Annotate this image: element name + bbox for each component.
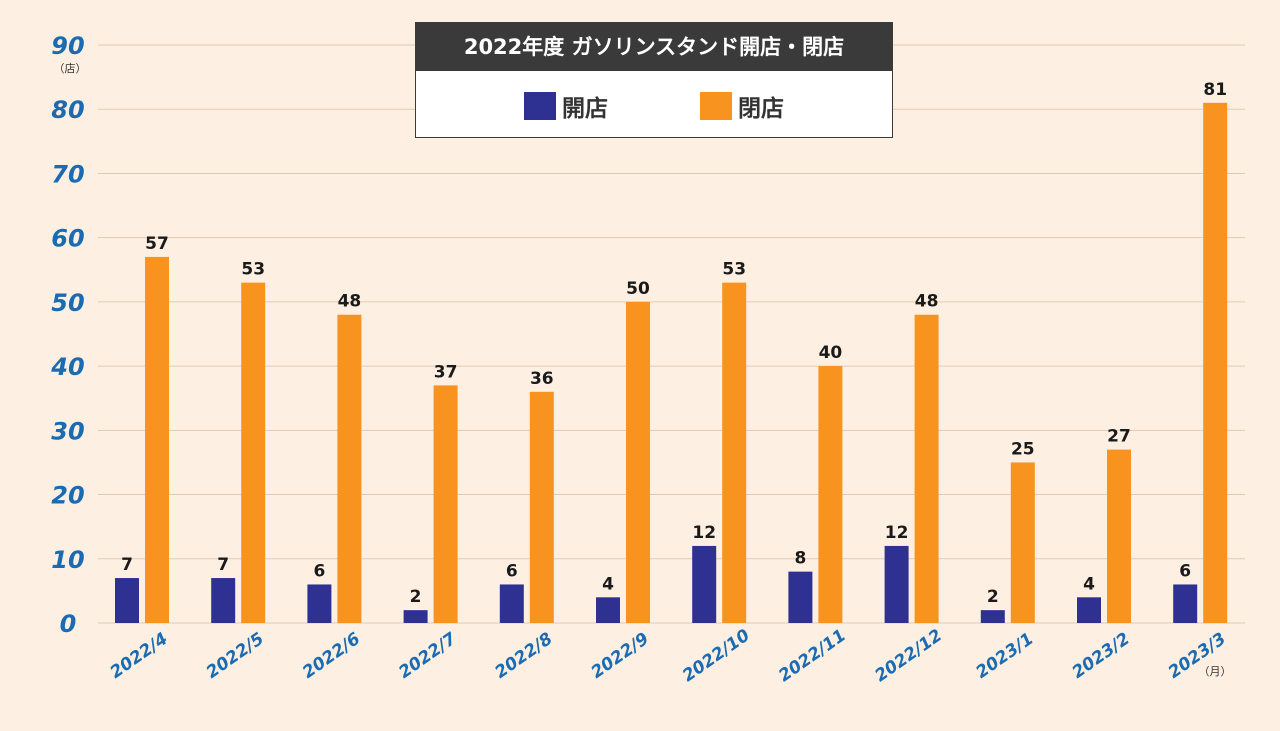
legend-item-open: 開店 (524, 89, 608, 123)
bar-close (241, 282, 266, 623)
bar-open (307, 584, 332, 623)
x-tick-label: 2022/9 (588, 629, 653, 683)
bar-open (1173, 584, 1198, 623)
bar-open (596, 597, 620, 623)
chart-title: 2022年度 ガソリンスタンド開店・閉店 (416, 23, 892, 71)
data-label: 7 (217, 555, 229, 575)
data-label: 36 (530, 369, 554, 389)
data-label: 53 (722, 260, 746, 280)
data-label: 6 (313, 561, 325, 581)
bar-open (1077, 597, 1101, 623)
bar-close (722, 282, 747, 623)
legend-item-close: 閉店 (700, 89, 784, 123)
bar-open (499, 584, 524, 623)
data-label: 2 (410, 587, 422, 607)
data-label: 4 (602, 574, 614, 594)
x-tick-label: 2022/4 (107, 629, 172, 683)
y-tick-label: 0 (60, 610, 77, 638)
data-label: 7 (121, 555, 133, 575)
x-tick-label: 2022/8 (491, 629, 556, 683)
y-tick-label: 50 (51, 289, 84, 317)
bar-open (788, 571, 813, 623)
data-label: 37 (434, 362, 458, 382)
bar-open (692, 545, 717, 623)
y-axis: 0 10 20 30 40 50 60 70 80 90 (50, 32, 84, 638)
bar-open (884, 545, 909, 623)
legend-label-close: 閉店 (738, 96, 784, 122)
bar-close (337, 314, 362, 623)
x-tick-label: 2022/7 (395, 629, 460, 683)
bar-open (211, 578, 236, 623)
bar-close (818, 366, 843, 623)
data-label: 48 (338, 292, 362, 312)
bar-close (914, 314, 939, 623)
bar-close (529, 391, 554, 623)
bar-open (403, 610, 428, 623)
data-label: 53 (241, 260, 265, 280)
y-tick-label: 40 (50, 353, 84, 381)
x-tick-label: 2022/12 (871, 626, 946, 687)
data-labels: 7 57 7 53 6 48 2 37 6 36 4 50 12 53 8 40 12 48 2 25 4 27 6 81 (121, 80, 1227, 607)
legend-label-open: 開店 (562, 96, 608, 122)
bar-close (1107, 449, 1131, 623)
data-label: 6 (506, 561, 518, 581)
legend: 2022年度 ガソリンスタンド開店・閉店 開店 閉店 (415, 22, 893, 138)
y-tick-label: 80 (51, 96, 84, 124)
bar-close (433, 385, 458, 623)
x-tick-label: 2022/10 (679, 625, 754, 686)
bar-open (980, 610, 1005, 623)
x-tick-label: 2023/2 (1069, 629, 1134, 683)
y-tick-label: 90 (51, 32, 84, 60)
x-tick-label: 2022/11 (775, 626, 850, 687)
data-label: 57 (145, 234, 169, 254)
data-label: 12 (692, 523, 716, 543)
x-tick-label: 2022/6 (299, 629, 364, 683)
data-label: 81 (1203, 80, 1227, 100)
data-label: 50 (626, 279, 650, 299)
bars (115, 102, 1228, 624)
y-tick-label: 30 (51, 417, 84, 445)
bar-close (626, 301, 650, 623)
bar-close (145, 256, 169, 623)
data-label: 8 (794, 549, 806, 569)
data-label: 25 (1011, 439, 1035, 459)
x-tick-label: 2022/5 (203, 629, 268, 683)
x-axis: 2022/4 2022/5 2022/6 2022/7 2022/8 2022/9 2022… (107, 625, 1230, 686)
y-tick-label: 10 (51, 546, 84, 574)
legend-swatch-close (700, 92, 732, 120)
data-label: 4 (1083, 574, 1095, 594)
data-label: 48 (915, 292, 939, 312)
data-label: 27 (1107, 427, 1131, 447)
data-label: 12 (885, 523, 909, 543)
data-label: 2 (987, 587, 999, 607)
data-label: 6 (1179, 561, 1191, 581)
data-label: 40 (819, 343, 843, 363)
bar-open (115, 578, 139, 623)
bar-close (1010, 462, 1035, 623)
legend-swatch-open (524, 92, 556, 120)
y-tick-label: 70 (51, 160, 84, 188)
y-unit-label: （店） (54, 61, 87, 75)
x-unit-label: （月） (1199, 665, 1232, 678)
bar-close (1203, 102, 1228, 624)
y-tick-label: 60 (51, 225, 84, 253)
y-tick-label: 20 (51, 482, 84, 510)
x-tick-label: 2023/1 (972, 629, 1037, 683)
